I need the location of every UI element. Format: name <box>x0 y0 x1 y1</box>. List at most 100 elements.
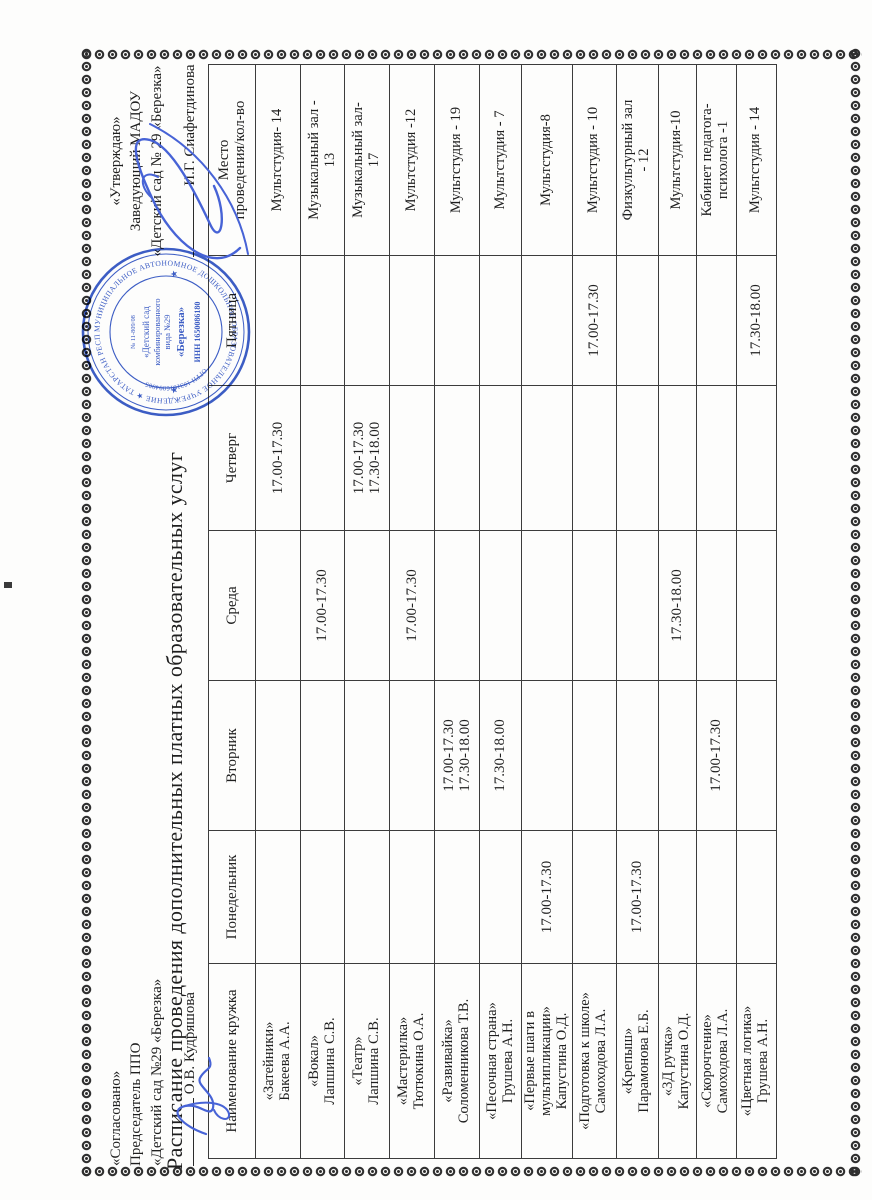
time-cell-wednesday <box>616 530 659 681</box>
club-name-cell-line: «Мастерилка» <box>395 1016 412 1106</box>
place-cell: Мультстудия-8 <box>521 64 573 256</box>
time-cell-thursday-line: 17.30-18.00 <box>367 421 383 495</box>
time-cell-thursday <box>521 385 573 531</box>
table-row: «Подготовка к школе» Самоходова Л.А. 17.00… <box>572 64 617 1159</box>
time-cell-monday <box>736 830 777 964</box>
club-name-cell-line: Бакеева А.А. <box>277 1021 293 1101</box>
column-header-place: Место проведения/кол-во <box>208 64 256 256</box>
scan-artifact-mark <box>4 582 12 588</box>
time-cell-tuesday <box>300 680 345 831</box>
time-cell-friday <box>255 255 301 386</box>
club-name-cell-line: «Вокал» <box>305 1034 322 1088</box>
time-cell-wednesday-line: 17.30-18.00 <box>669 569 686 642</box>
time-cell-friday <box>658 255 697 386</box>
place-cell-line: Мультстудия -12 <box>403 108 420 212</box>
place-cell: Физкультурный зал - 12 <box>616 64 659 256</box>
time-cell-tuesday: 17.30-18.00 <box>479 680 522 831</box>
border-bottom <box>849 48 862 1178</box>
club-name-cell: «Цветная логика» Грушева А.Н. <box>736 963 777 1159</box>
club-name-cell-line: Тютюкина О.А. <box>411 1012 427 1110</box>
club-name-cell: «Развивайка» Соломенникова Т.В. <box>434 963 480 1159</box>
time-cell-wednesday <box>696 530 737 681</box>
stamp-center-name: «Березка» <box>175 307 187 357</box>
club-name-cell-line: «Подготовка к школе» <box>577 992 594 1130</box>
club-name-cell: «Театр» Лапшина С.В. <box>344 963 390 1159</box>
agreed-line: «Согласовано» <box>108 1070 124 1166</box>
club-name-cell-line: Капустина О.Д. <box>553 1012 570 1110</box>
club-name-cell: «Скорочтение» Самоходова Л.А. <box>696 963 737 1159</box>
place-cell-line: 17 <box>366 152 382 168</box>
place-cell-line: 13 <box>321 152 338 168</box>
time-cell-friday <box>521 255 573 386</box>
place-cell-line: Музыкальный зал - <box>305 100 322 220</box>
time-cell-thursday <box>300 385 345 531</box>
time-cell-friday-line: 17.30-18.00 <box>748 284 765 357</box>
time-cell-tuesday: 17.00-17.30 17.30-18.00 <box>434 680 480 831</box>
club-name-cell-line: Грушева А.Н. <box>755 1018 772 1104</box>
stamp-center-line: вида №29 <box>163 315 172 350</box>
column-header-place-line: Место <box>215 139 232 181</box>
column-header-name: Наименование кружка <box>208 963 256 1159</box>
time-cell-wednesday <box>255 530 301 681</box>
time-cell-tuesday <box>736 680 777 831</box>
place-cell: Мультстудия - 7 <box>479 64 522 256</box>
time-cell-friday: 17.00-17.30 <box>572 255 617 386</box>
club-name-cell-line: «Развивайка» <box>440 1019 457 1103</box>
stamp-star-icon: ★ <box>169 270 179 278</box>
club-name-cell-line: «Затейники» <box>261 1021 278 1101</box>
club-name-cell-line: «Цветная логика» <box>739 1005 756 1117</box>
time-cell-wednesday <box>736 530 777 681</box>
time-cell-thursday-line: 17.00-17.30 <box>269 421 286 495</box>
place-cell-line: Мультстудия-10 <box>668 110 685 210</box>
place-cell-line: Музыкальный зал- <box>350 102 367 218</box>
club-name-cell-line: Капустина О.Д. <box>676 1012 693 1110</box>
club-name-cell-line: Соломенникова Т.В. <box>456 998 472 1124</box>
time-cell-friday <box>344 255 390 386</box>
time-cell-tuesday <box>572 680 617 831</box>
time-cell-friday <box>479 255 522 386</box>
time-cell-tuesday <box>616 680 659 831</box>
time-cell-monday <box>255 830 301 964</box>
time-cell-thursday <box>389 385 435 531</box>
time-cell-tuesday <box>389 680 435 831</box>
table-row: «Развивайка» Соломенникова Т.В. 17.00-17.3… <box>434 64 480 1159</box>
time-cell-friday <box>389 255 435 386</box>
column-header-wednesday: Среда <box>208 530 256 681</box>
time-cell-thursday-line: 17.00-17.30 <box>350 421 367 495</box>
time-cell-monday <box>572 830 617 964</box>
place-cell-line: Кабинет педагога- <box>699 103 716 217</box>
round-stamp: МУНИЦИПАЛЬНОЕ АВТОНОМНОЕ ДОШКОЛЬНОЕ ОБРА… <box>78 247 251 420</box>
club-name-cell-line: «Театр» <box>350 1036 367 1086</box>
stamp-center-line: комбинированного <box>153 298 162 365</box>
border-top <box>80 48 93 1178</box>
place-cell: Мультстудия - 19 <box>434 64 480 256</box>
table-row: «3Д ручка» Капустина О.Д. 17.30-18.00 Мульт… <box>658 64 697 1159</box>
place-cell: Музыкальный зал- 17 <box>344 64 390 256</box>
club-name-cell: «Мастерилка» Тютюкина О.А. <box>389 963 435 1159</box>
place-cell-line: психолога -1 <box>715 120 732 200</box>
time-cell-thursday <box>616 385 659 531</box>
time-cell-thursday <box>434 385 480 531</box>
time-cell-tuesday-line: 17.00-17.30 <box>708 719 725 792</box>
club-name-cell: «Песочная страна» Грушева А.Н. <box>479 963 522 1159</box>
place-cell: Музыкальный зал -13 <box>300 64 345 256</box>
time-cell-tuesday-line: 17.00-17.30 <box>440 719 457 792</box>
time-cell-thursday <box>479 385 522 531</box>
club-name-cell-line: «Крепыш» <box>620 1027 637 1095</box>
time-cell-wednesday <box>434 530 480 681</box>
time-cell-monday <box>479 830 522 964</box>
time-cell-friday <box>300 255 345 386</box>
stamp-inn-text: ИНН 1650086180 <box>193 302 202 363</box>
time-cell-tuesday-line: 17.30-18.00 <box>457 719 473 792</box>
time-cell-thursday <box>696 385 737 531</box>
approved-block: «Утверждаю» Заведующий МАДОУ «Детский са… <box>106 50 200 272</box>
time-cell-wednesday <box>521 530 573 681</box>
time-cell-monday <box>300 830 345 964</box>
time-cell-thursday: 17.00-17.30 17.30-18.00 <box>344 385 390 531</box>
place-cell-line: Физкультурный зал <box>620 99 637 221</box>
place-cell-line: Мультстудия - 7 <box>491 110 508 210</box>
stamp-star-icon: ★ <box>169 386 179 394</box>
time-cell-monday <box>696 830 737 964</box>
